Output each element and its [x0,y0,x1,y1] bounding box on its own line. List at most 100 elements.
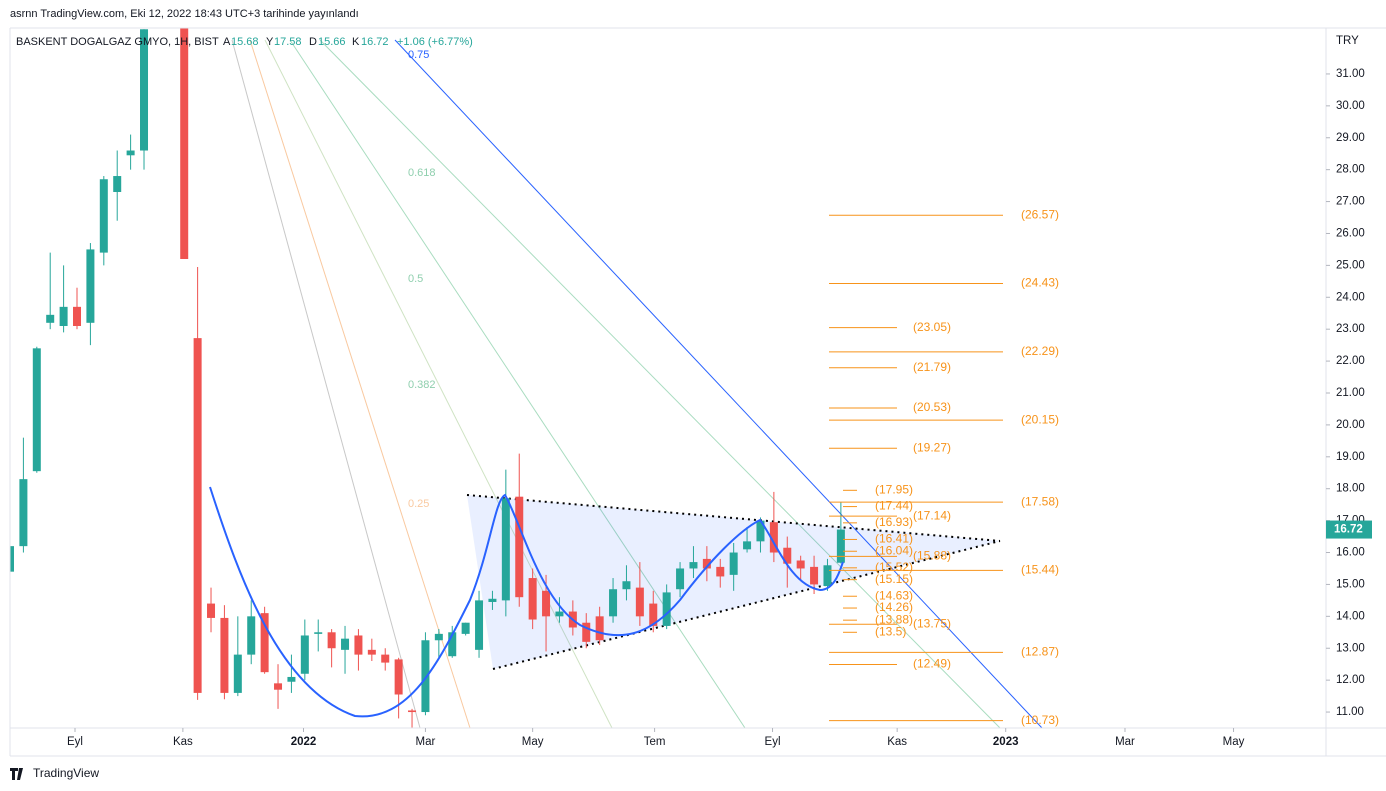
candle-body [180,28,189,259]
y-tick-label: 21.00 [1336,387,1365,399]
price-level-label: (15.44) [1021,563,1059,577]
legend: BASKENT DOGALGAZ GMYO, 1H, BIST A 15.68 … [16,36,473,48]
y-tick-label: 12.00 [1336,674,1365,686]
candle-body [582,622,591,642]
candle-body [193,338,202,693]
y-tick-label: 28.00 [1336,164,1365,176]
x-tick-label: Eyl [67,736,83,748]
x-tick-label: Kas [173,736,193,748]
x-tick-label: Kas [887,736,907,748]
candle-body [662,592,671,626]
ohlc-key: K [352,36,360,48]
price-level-label: (23.05) [913,320,951,334]
candle-body [126,150,135,156]
candle-body [207,603,216,618]
candle-body [367,649,376,655]
candle-body [622,581,631,590]
fib-label: 0.618 [408,167,436,179]
candle-body [836,529,845,563]
price-level-label: (20.53) [913,400,951,414]
price-level-label: (16.41) [875,532,913,546]
candle-body [220,617,229,693]
ohlc-value: 15.66 [318,36,346,48]
y-tick-label: 27.00 [1336,196,1365,208]
y-tick-label: 29.00 [1336,132,1365,144]
price-level-label: (17.95) [875,482,913,496]
candle-body [756,520,765,542]
y-tick-label: 18.00 [1336,483,1365,495]
y-tick-label: 26.00 [1336,228,1365,240]
triangle-edge [466,494,1001,542]
price-level-label: (22.29) [1021,344,1059,358]
candle-body [354,635,363,655]
logo: TradingView [10,766,99,780]
candle-body [796,560,805,569]
candle-body [689,562,698,569]
candle-body [274,683,283,690]
change: +1.06 (+6.77%) [397,36,473,48]
y-tick-label: 13.00 [1336,642,1365,654]
candle-body [448,632,457,657]
candle-body [542,590,551,617]
candle-body [475,600,484,650]
y-tick-label: 22.00 [1336,355,1365,367]
candle-body [113,176,122,192]
candle-body [595,616,604,641]
price-level-label: (15.52) [875,560,913,574]
ohlc-value: 17.58 [274,36,302,48]
y-tick-label: 25.00 [1336,259,1365,271]
candle-body [501,498,510,601]
x-tick-label: May [522,736,544,748]
price-level-label: (13.88) [875,612,913,626]
candle-body [421,640,430,713]
candle-body [46,314,55,323]
candle-body [247,616,256,655]
candle-body [408,710,417,713]
candle-body [823,565,832,587]
last-price-label: 16.72 [1334,524,1363,536]
trend-line [394,39,1043,728]
candle-body [59,306,68,326]
price-level-label: (12.49) [913,657,951,671]
y-tick-label: 15.00 [1336,578,1365,590]
candle-body [528,578,537,620]
fib-label: 0.382 [408,379,436,391]
price-level-label: (15.88) [913,549,951,563]
candle-body [260,613,269,673]
candle-body [86,249,95,323]
price-level-label: (14.26) [875,600,913,614]
candle-body [609,589,618,617]
candle-body [769,522,778,553]
brand: TradingView [33,766,99,780]
currency: TRY [1336,35,1359,47]
x-tick-label: Tem [644,736,666,748]
price-level-label: (24.43) [1021,276,1059,290]
ohlc-key: Y [266,36,274,48]
price-level-label: (10.73) [1021,713,1059,727]
candle-body [99,179,108,253]
candle-body [635,587,644,617]
price-level-label: (17.58) [1021,494,1059,508]
price-level-label: (12.87) [1021,645,1059,659]
x-tick-label: Eyl [765,736,781,748]
price-level-label: (15.15) [875,572,913,586]
fib-label: 0.5 [408,273,423,285]
candle-body [702,558,711,569]
candle-body [341,638,350,650]
price-level-label: (19.27) [913,440,951,454]
candle-body [810,566,819,585]
price-level-label: (14.63) [875,588,913,602]
candle-body [743,541,752,550]
x-tick-label: 2022 [291,736,317,748]
y-tick-label: 24.00 [1336,291,1365,303]
price-level-label: (21.79) [913,360,951,374]
y-tick-label: 30.00 [1336,100,1365,112]
cup-curve [209,486,844,718]
candle-body [394,659,403,695]
candle-body [716,566,725,577]
x-tick-label: May [1223,736,1245,748]
candle-body [649,603,658,626]
fan-line [231,39,421,728]
fib-label: 0.75 [408,49,429,61]
candle-body [729,552,738,575]
